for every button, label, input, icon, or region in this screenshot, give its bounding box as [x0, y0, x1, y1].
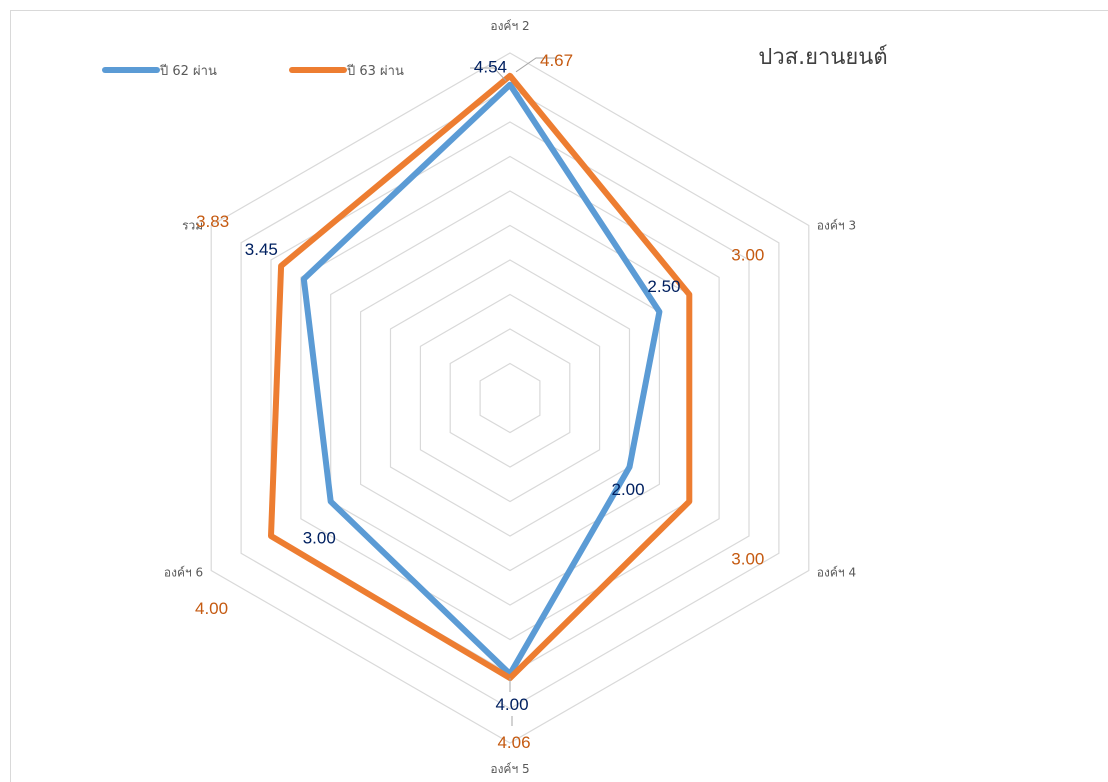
- leader-line: [515, 57, 556, 73]
- legend: ปี 62 ผ่าน ปี 63 ผ่าน: [102, 63, 404, 79]
- data-labels: 4.54 2.50 2.00 4.00 3.00 3.45 4.67 3.00 3.00 4.06…: [195, 51, 764, 752]
- data-label: 3.00: [731, 550, 764, 569]
- data-label: 4.06: [497, 733, 530, 752]
- category-label: องค์ฯ 3: [817, 219, 856, 233]
- category-label: องค์ฯ 2: [490, 19, 529, 33]
- category-label: องค์ฯ 4: [817, 566, 856, 580]
- leader-line: [470, 67, 507, 82]
- data-label: 3.00: [303, 529, 336, 548]
- category-label: องค์ฯ 5: [490, 762, 529, 776]
- grid-ring: [300, 155, 720, 641]
- data-label: 4.54: [474, 58, 507, 77]
- data-label: 3.00: [731, 246, 764, 265]
- grid-ring: [210, 52, 810, 744]
- data-label: 4.00: [495, 695, 528, 714]
- category-labels: องค์ฯ 2 องค์ฯ 3 องค์ฯ 4 องค์ฯ 5 องค์ฯ 6 รวม: [164, 19, 856, 776]
- data-label: 4.00: [195, 599, 228, 618]
- grid-ring: [330, 190, 690, 606]
- grid-ring: [419, 293, 601, 503]
- data-label: 4.67: [540, 51, 573, 70]
- grid-ring: [240, 86, 780, 710]
- grid-ring: [360, 224, 661, 572]
- category-label: องค์ฯ 6: [164, 566, 203, 580]
- leader-lines: [470, 57, 556, 726]
- legend-label-2: ปี 63 ผ่าน: [346, 63, 404, 79]
- data-label: 3.83: [196, 212, 229, 231]
- category-label: รวม: [182, 219, 203, 233]
- legend-label-1: ปี 62 ผ่าน: [159, 63, 217, 79]
- grid-ring: [449, 328, 571, 468]
- data-label: 2.50: [647, 277, 680, 296]
- grid-ring: [270, 121, 750, 675]
- data-label: 2.00: [612, 480, 645, 499]
- chart-title: ปวส.ยานยนต์: [758, 45, 887, 70]
- radar-grid: [210, 52, 810, 744]
- grid-ring: [479, 362, 541, 434]
- grid-ring: [389, 259, 631, 537]
- data-label: 3.45: [245, 240, 278, 259]
